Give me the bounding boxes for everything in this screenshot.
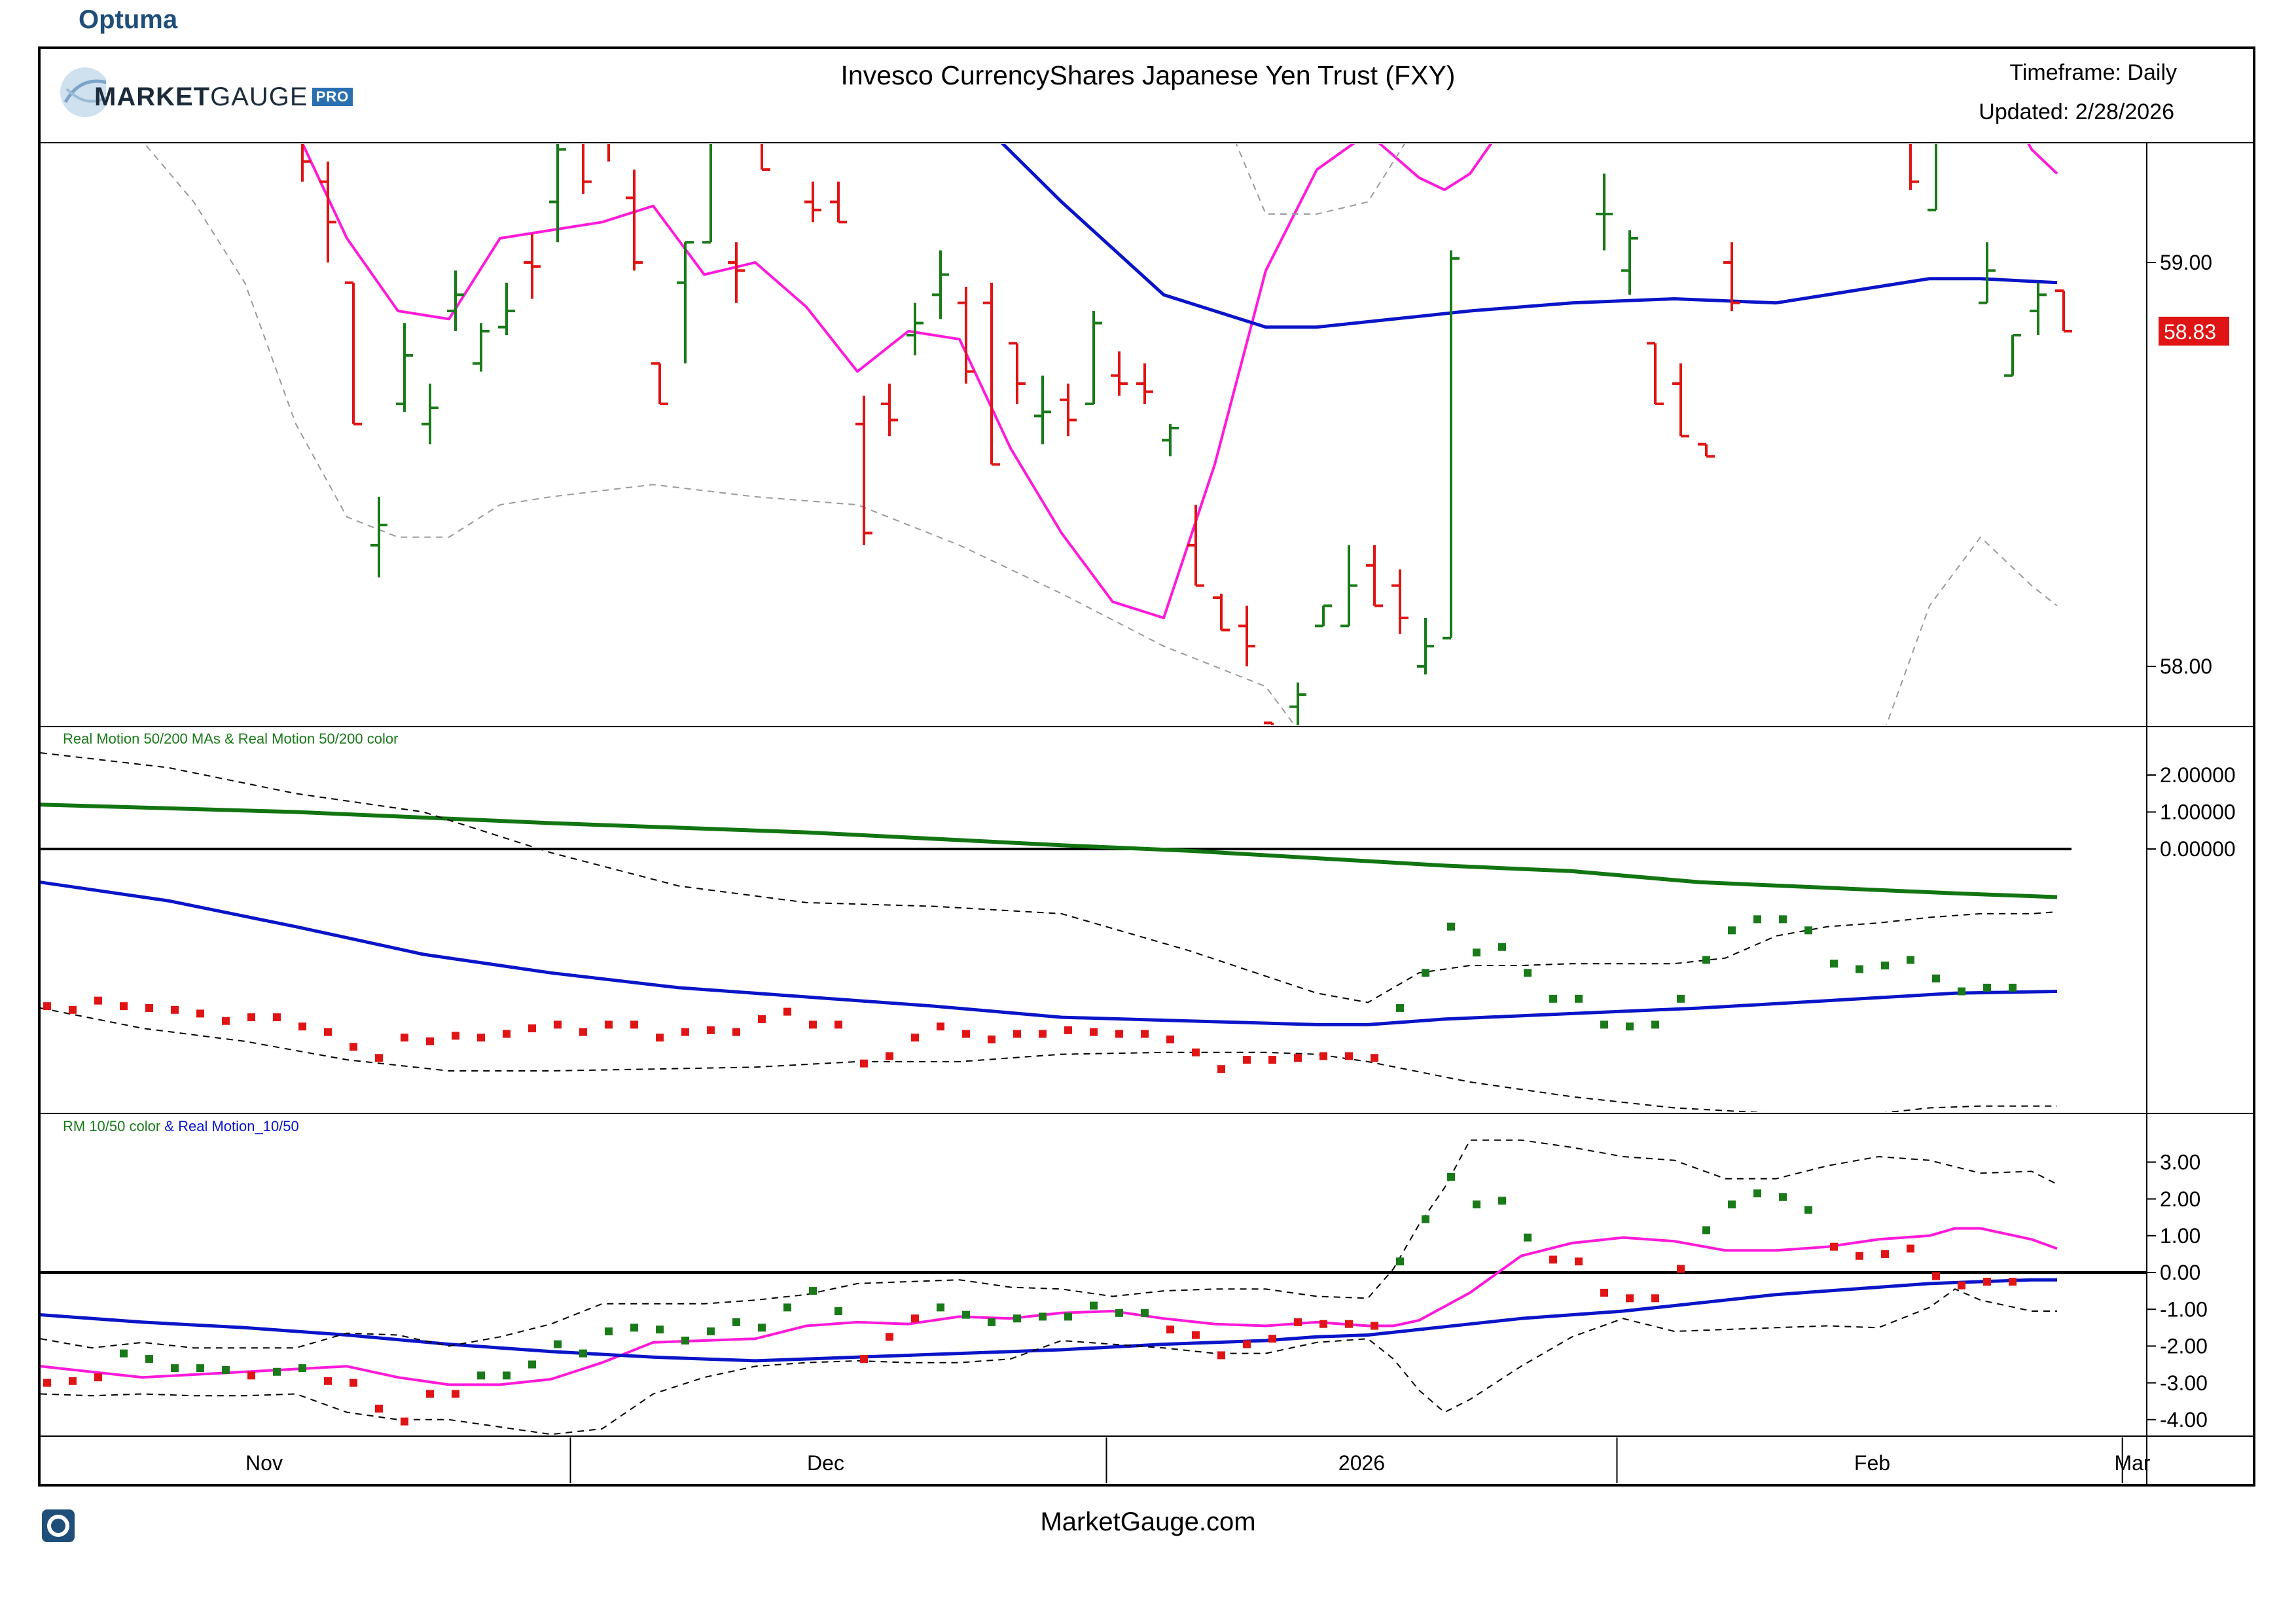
- timeframe-label: Timeframe: Daily: [2009, 60, 2177, 85]
- page-title: Invesco CurrencyShares Japanese Yen Trus…: [840, 60, 1456, 90]
- logo-brand-bold: MARKET: [94, 82, 211, 111]
- optuma-icon: [42, 1509, 75, 1542]
- logo-pro-badge: PRO: [312, 88, 353, 106]
- ohlc-bar: [1749, 20, 1766, 48]
- footer-site: MarketGauge.com: [1040, 1507, 1256, 1536]
- logo-brand-light: GAUGE: [210, 82, 308, 111]
- chart-frame: [38, 46, 2255, 1487]
- marketgauge-logo: MARKETGAUGE PRO: [60, 56, 353, 128]
- logo-wordmark: MARKETGAUGE PRO: [94, 82, 353, 112]
- optuma-brand: Optuma: [79, 5, 178, 34]
- globe-icon: [60, 67, 106, 117]
- updated-label: Updated: 2/28/2026: [1979, 99, 2174, 124]
